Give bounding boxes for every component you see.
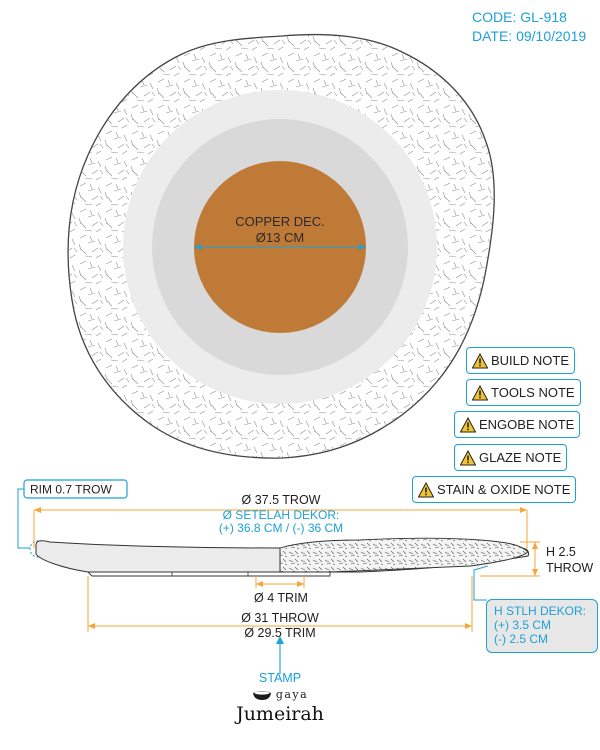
height-label-line1: H 2.5: [546, 545, 576, 559]
code-date-block: CODE: GL-918 DATE: 09/10/2019: [472, 8, 586, 46]
warning-icon: [472, 384, 488, 400]
build-note-label: BUILD NOTE: [491, 353, 570, 368]
decor-dimension-line: [194, 244, 366, 250]
outer-diameter-label: Ø 37.5 TROW: [242, 493, 321, 507]
base-trim-label: Ø 29.5 TRIM: [244, 626, 315, 640]
foot-trim-label: Ø 4 TRIM: [254, 591, 308, 605]
rim-callout: RIM 0.7 TROW: [17, 479, 128, 558]
base-dimension: [87, 576, 473, 632]
bowl-icon: [252, 690, 271, 700]
decor-diameter: Ø13 CM: [256, 230, 304, 245]
engobe-note-label: ENGOBE NOTE: [479, 417, 575, 432]
rim-label: RIM 0.7 TROW: [30, 483, 112, 497]
height-after-plus: (+) 3.5 CM: [494, 618, 552, 632]
foot-trim-dimension: [255, 576, 305, 588]
engobe-note-button[interactable]: ENGOBE NOTE: [454, 411, 581, 438]
warning-icon: [472, 352, 488, 368]
stain-oxide-note-label: STAIN & OXIDE NOTE: [437, 482, 571, 497]
stamp-label: STAMP: [258, 671, 302, 685]
height-after-title: H STLH DEKOR:: [494, 604, 587, 618]
code-text: CODE: GL-918: [472, 9, 567, 25]
height-label-line2: THROW: [546, 561, 593, 575]
build-note-button[interactable]: BUILD NOTE: [466, 347, 576, 374]
date-text: DATE: 09/10/2019: [472, 28, 587, 44]
outer-diameter-dimension: [33, 507, 528, 550]
sub-brand-text: gaya: [275, 688, 309, 701]
warning-icon: [418, 481, 434, 497]
glaze-note-label: GLAZE NOTE: [479, 450, 562, 465]
after-decor-title: Ø SETELAH DEKOR:: [223, 508, 340, 522]
height-after-decor-box: H STLH DEKOR: (+) 3.5 CM (-) 2.5 CM: [486, 599, 598, 653]
warning-icon: [460, 416, 476, 432]
plate-top-view: COPPER DEC. Ø13 CM: [67, 33, 495, 459]
height-after-minus: (-) 2.5 CM: [494, 632, 548, 646]
base-throw-label: Ø 31 THROW: [241, 611, 319, 625]
tools-note-button[interactable]: TOOLS NOTE: [466, 379, 581, 406]
plate-profile-view: RIM 0.7 TROW Ø 37.5 TROW Ø SETELAH DEKOR…: [17, 479, 593, 674]
textured-decor-profile: [279, 537, 529, 573]
glaze-note-button[interactable]: GLAZE NOTE: [454, 444, 568, 471]
warning-icon: [460, 449, 476, 465]
stain-oxide-note-button[interactable]: STAIN & OXIDE NOTE: [412, 476, 577, 503]
stamp-arrow: [276, 636, 284, 674]
tools-note-label: TOOLS NOTE: [491, 385, 575, 400]
after-decor-values: (+) 36.8 CM / (-) 36 CM: [219, 521, 343, 535]
height-dimension: [480, 541, 540, 577]
plate-foot: [86, 571, 331, 577]
brand-text: Jumeirah: [236, 703, 324, 725]
decor-label: COPPER DEC.: [235, 214, 325, 229]
stamp-logo: gaya Jumeirah: [236, 688, 324, 725]
